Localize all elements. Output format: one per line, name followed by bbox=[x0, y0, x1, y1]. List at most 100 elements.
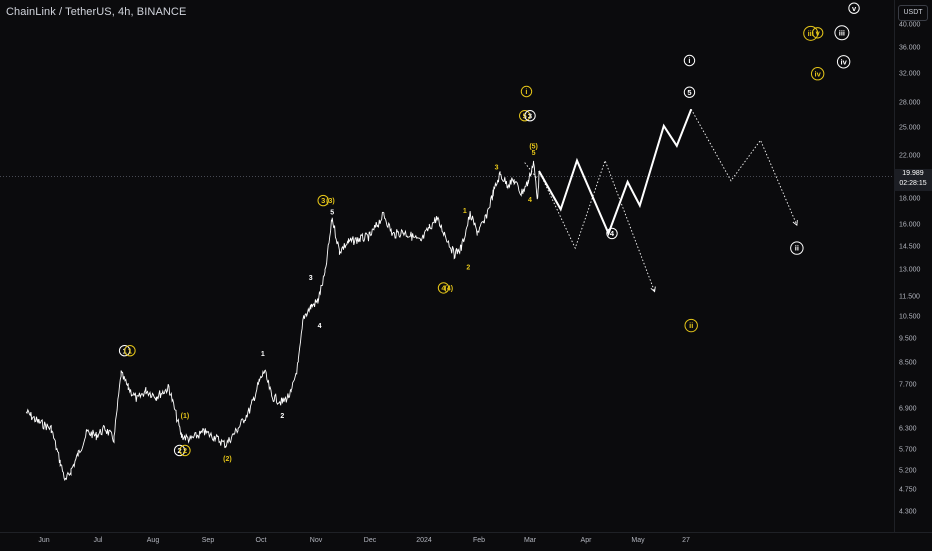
wave-label: 2 bbox=[280, 413, 284, 420]
wave-label: 4 bbox=[441, 283, 446, 292]
wave-label: iii bbox=[839, 28, 845, 37]
wave-label: (5) bbox=[529, 143, 538, 150]
wave-label-circle bbox=[437, 282, 450, 294]
wave-label-circle bbox=[173, 444, 186, 457]
price-tick: 28.000 bbox=[899, 99, 921, 107]
wave-label-circle bbox=[790, 241, 804, 255]
price-tick: 22.000 bbox=[899, 152, 921, 160]
wave-label-circle bbox=[179, 444, 191, 457]
time-tick: Feb bbox=[472, 537, 486, 544]
price-tick: 6.900 bbox=[899, 405, 917, 413]
wave-label-circle bbox=[836, 55, 851, 69]
wave-label-circle bbox=[684, 318, 698, 333]
wave-label: 5 bbox=[687, 88, 691, 97]
price-series-line bbox=[25, 160, 540, 482]
wave-label-circle bbox=[606, 227, 618, 240]
price-tick: 10.500 bbox=[899, 313, 921, 321]
wave-label: 1 bbox=[463, 208, 467, 215]
time-scale[interactable]: Jun Jul Aug Sep Oct Nov Dec 2024 Feb Mar Apr May 27 bbox=[0, 532, 932, 551]
time-tick: Nov bbox=[309, 537, 323, 544]
price-tick: 40.000 bbox=[899, 21, 921, 29]
time-tick: Dec bbox=[363, 537, 377, 544]
time-tick: Sep bbox=[201, 537, 215, 544]
price-tick: 11.500 bbox=[899, 293, 920, 301]
chart-area[interactable]: 1 1 2 2 (1) (2) 1 2 3 4 3 (3) 5 4 (4) 1 2 3 i 5 3 (5) 5 4 4 i 5 ii i… bbox=[0, 0, 894, 532]
wave-label: v bbox=[816, 28, 821, 37]
time-tick: 27 bbox=[682, 537, 690, 544]
last-price-tag: 19.989 02:28:15 bbox=[894, 169, 932, 192]
price-tick: 4.750 bbox=[899, 486, 917, 494]
wave-label: (3) bbox=[326, 198, 335, 205]
wave-label: 1 bbox=[261, 351, 265, 358]
price-tick: 8.500 bbox=[899, 359, 917, 367]
wave-label-circle bbox=[683, 86, 696, 98]
price-tick: 4.300 bbox=[899, 508, 917, 516]
wave-label-circle bbox=[519, 110, 531, 122]
price-tick: 14.500 bbox=[899, 243, 921, 251]
projection-arrowhead-2 bbox=[792, 220, 798, 226]
wave-label: 3 bbox=[321, 196, 325, 205]
price-tick: 9.500 bbox=[899, 335, 917, 343]
wave-label: 3 bbox=[528, 111, 532, 120]
projection-path-2 bbox=[690, 108, 798, 226]
price-tick: 25.000 bbox=[899, 124, 921, 132]
wave-label-circle bbox=[520, 85, 533, 98]
wave-label: iv bbox=[841, 57, 848, 66]
projection-path-3 bbox=[538, 159, 656, 292]
time-tick: Jun bbox=[38, 537, 50, 544]
wave-label-circle bbox=[118, 345, 131, 357]
time-tick: Jul bbox=[93, 537, 103, 544]
wave-label: ii bbox=[795, 244, 799, 253]
bar-countdown-label: 02:28:15 bbox=[899, 180, 927, 188]
wave-label: 2 bbox=[466, 265, 470, 272]
projection-arrowhead-3 bbox=[650, 286, 656, 293]
wave-label: 3 bbox=[495, 164, 499, 171]
wave-label: 4 bbox=[318, 323, 322, 330]
wave-label: ii bbox=[689, 321, 693, 330]
wave-label-circle bbox=[811, 27, 824, 39]
price-tick: 32.000 bbox=[899, 70, 921, 78]
wave-label-circle bbox=[524, 110, 536, 122]
wave-label: iii bbox=[808, 29, 814, 38]
price-tick: 36.000 bbox=[899, 44, 921, 52]
wave-label: 4 bbox=[528, 197, 532, 204]
price-tick: 6.300 bbox=[899, 425, 917, 433]
wave-label: (2) bbox=[223, 456, 232, 463]
time-tick: Aug bbox=[146, 537, 160, 544]
time-tick: Mar bbox=[523, 537, 537, 544]
chart-title: ChainLink / TetherUS, 4h, BINANCE bbox=[6, 6, 187, 18]
time-tick: May bbox=[631, 537, 645, 544]
last-price-label: 19.989 bbox=[902, 170, 924, 178]
time-tick: 2024 bbox=[416, 537, 432, 544]
price-tick: 5.700 bbox=[899, 446, 917, 454]
wave-label: 5 bbox=[330, 209, 334, 216]
price-tick: 18.000 bbox=[899, 195, 921, 203]
wave-label: (1) bbox=[181, 413, 190, 420]
wave-label: 4 bbox=[610, 229, 615, 238]
price-tick: 7.700 bbox=[899, 381, 917, 389]
wave-label: i bbox=[525, 87, 527, 96]
wave-label-circle bbox=[848, 2, 860, 14]
price-scale[interactable]: 40.000 36.000 32.000 28.000 25.000 22.000 18.0… bbox=[894, 0, 932, 532]
price-tick: 13.000 bbox=[899, 266, 921, 274]
wave-label: i bbox=[688, 56, 690, 65]
wave-label-circle bbox=[317, 194, 329, 207]
wave-label-circle bbox=[810, 67, 825, 81]
wave-label: iv bbox=[815, 69, 822, 78]
wave-label: 3 bbox=[309, 275, 313, 282]
wave-label-circle bbox=[834, 25, 850, 41]
wave-label: v bbox=[852, 4, 857, 13]
wave-label: 1 bbox=[128, 346, 132, 355]
wave-label: 5 bbox=[532, 150, 536, 157]
currency-button[interactable]: USDT bbox=[898, 5, 928, 21]
price-tick: 5.200 bbox=[899, 467, 917, 474]
time-tick: Oct bbox=[255, 537, 267, 544]
projection-path-1 bbox=[538, 108, 693, 237]
price-tick: 16.000 bbox=[899, 221, 921, 229]
wave-label: (4) bbox=[445, 285, 454, 292]
wave-label: 2 bbox=[183, 446, 187, 455]
wave-label-circle bbox=[803, 25, 819, 41]
wave-label-circle bbox=[683, 54, 696, 67]
wave-label-circle bbox=[124, 345, 136, 357]
